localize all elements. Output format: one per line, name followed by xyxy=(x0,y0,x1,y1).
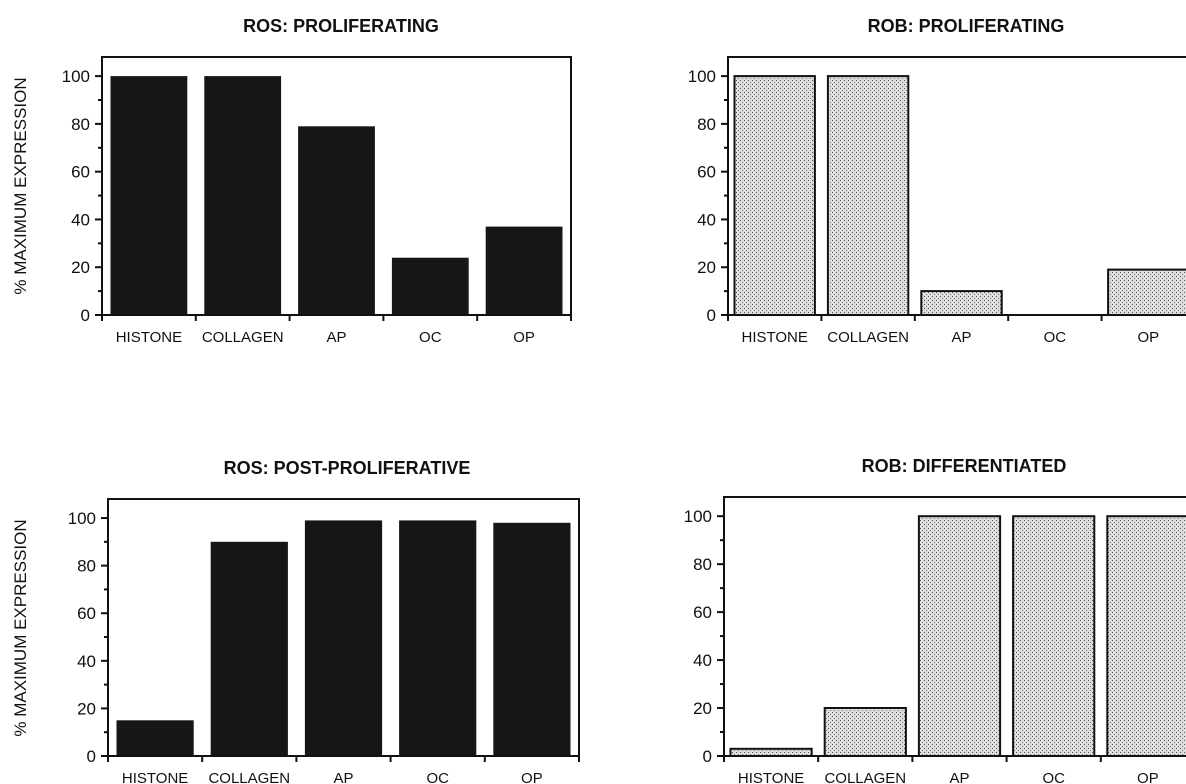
y-tick-label: 0 xyxy=(87,747,96,766)
y-axis-label: % MAXIMUM EXPRESSION xyxy=(11,519,30,736)
x-tick-label: OC xyxy=(1042,770,1065,784)
x-tick-label: OP xyxy=(1137,329,1159,346)
x-tick-label: OC xyxy=(426,770,449,784)
x-tick-label: OP xyxy=(1137,770,1159,784)
y-tick-label: 40 xyxy=(697,210,716,229)
bar-collagen xyxy=(204,76,282,315)
x-tick-label: COLLAGEN xyxy=(202,329,284,346)
chart-title: ROS: POST-PROLIFERATIVE xyxy=(224,458,471,478)
bar-op xyxy=(1107,268,1186,317)
bar-ap xyxy=(298,126,375,315)
chart-title: ROB: PROLIFERATING xyxy=(868,16,1065,36)
bar-collagen xyxy=(823,707,907,757)
plot-frame xyxy=(723,496,1186,757)
x-tick-label: HISTONE xyxy=(116,329,182,346)
chart-title: ROS: PROLIFERATING xyxy=(243,16,439,36)
bar-ap xyxy=(920,290,1003,317)
bar-histone xyxy=(729,747,813,757)
x-tick-label: OP xyxy=(521,770,543,784)
x-tick-label: COLLAGEN xyxy=(208,770,290,784)
y-tick-label: 60 xyxy=(71,163,90,182)
x-tick-label: OP xyxy=(513,329,535,346)
y-tick-label: 60 xyxy=(697,163,716,182)
bar-oc xyxy=(391,257,469,315)
x-tick-label: AP xyxy=(951,329,971,346)
y-tick-label: 0 xyxy=(703,747,712,766)
y-tick-label: 80 xyxy=(71,115,90,134)
chart-title: ROB: DIFFERENTIATED xyxy=(862,456,1067,476)
x-tick-label: AP xyxy=(326,329,346,346)
y-tick-label: 20 xyxy=(697,258,716,277)
y-tick-label: 40 xyxy=(71,210,90,229)
x-tick-label: OC xyxy=(419,329,442,346)
plot-frame xyxy=(101,56,572,316)
x-tick-label: AP xyxy=(949,770,969,784)
chart-panel-3: ROS: POST-PROLIFERATIVE % MAXIMUM EXPRESS… xyxy=(11,458,580,784)
bar-oc xyxy=(399,520,477,756)
chart-panel-4: ROB: DIFFERENTIATED 0 20 40 60 80 100 HISTONE CO… xyxy=(684,456,1186,784)
bar-oc xyxy=(1012,515,1096,758)
y-tick-label: 80 xyxy=(77,557,96,576)
bar-histone xyxy=(733,75,816,316)
y-tick-label: 100 xyxy=(684,507,712,526)
y-tick-label: 40 xyxy=(693,651,712,670)
y-tick-label: 40 xyxy=(77,652,96,671)
y-tick-label: 100 xyxy=(688,67,716,86)
bar-histone xyxy=(110,76,188,315)
y-tick-label: 80 xyxy=(693,555,712,574)
bar-collagen xyxy=(826,75,910,316)
bar-op xyxy=(493,522,571,756)
plot-frame xyxy=(727,56,1186,316)
chart-panel-2: ROB: PROLIFERATING 0 20 40 60 80 100 HISTONE COL… xyxy=(688,16,1186,346)
y-tick-label: 60 xyxy=(693,603,712,622)
bar-op xyxy=(1106,515,1186,758)
bar-histone xyxy=(116,720,194,756)
x-tick-label: OC xyxy=(1044,329,1067,346)
chart-panel-1: ROS: PROLIFERATING % MAXIMUM EXPRESSION 0 2… xyxy=(11,16,572,346)
x-tick-label: COLLAGEN xyxy=(827,329,909,346)
y-tick-label: 20 xyxy=(71,258,90,277)
y-tick-label: 0 xyxy=(707,306,716,325)
y-tick-label: 60 xyxy=(77,604,96,623)
y-tick-label: 100 xyxy=(68,509,96,528)
x-tick-label: AP xyxy=(333,770,353,784)
bar-collagen xyxy=(210,541,288,756)
y-tick-label: 100 xyxy=(62,67,90,86)
plot-frame xyxy=(107,498,580,757)
y-tick-label: 20 xyxy=(693,699,712,718)
bar-ap xyxy=(917,515,1002,758)
y-tick-label: 20 xyxy=(77,699,96,718)
bar-op xyxy=(485,226,563,315)
y-tick-label: 80 xyxy=(697,115,716,134)
y-axis-label: % MAXIMUM EXPRESSION xyxy=(11,77,30,294)
x-tick-label: COLLAGEN xyxy=(824,770,906,784)
y-tick-label: 0 xyxy=(81,306,90,325)
x-tick-label: HISTONE xyxy=(122,770,188,784)
bar-ap xyxy=(304,520,383,756)
x-tick-label: HISTONE xyxy=(741,329,807,346)
x-tick-label: HISTONE xyxy=(738,770,804,784)
